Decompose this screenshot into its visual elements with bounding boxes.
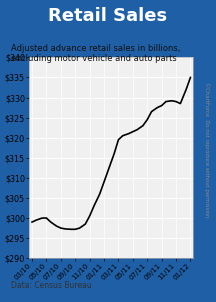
Text: Retail Sales: Retail Sales (48, 7, 168, 25)
Text: Data: Census Bureau: Data: Census Bureau (11, 281, 92, 290)
Text: ©ChartForce  Do not reproduce without permission.: ©ChartForce Do not reproduce without per… (204, 82, 210, 220)
Text: Adjusted advance retail sales in billions,
excluding motor vehicle and auto part: Adjusted advance retail sales in billion… (11, 44, 180, 63)
